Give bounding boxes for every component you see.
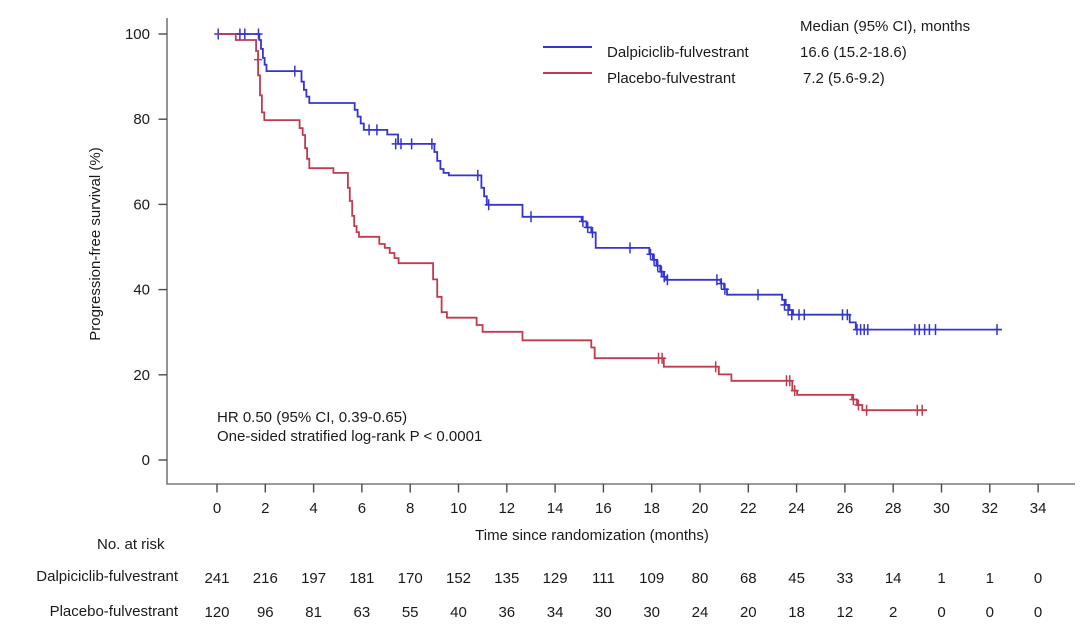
risk-value: 63 (354, 604, 371, 621)
x-tick-label: 16 (595, 500, 612, 517)
risk-value: 0 (937, 604, 945, 621)
censor-marks-placebo (254, 54, 927, 416)
risk-value: 0 (986, 604, 994, 621)
risk-value: 80 (692, 570, 709, 587)
risk-value: 36 (498, 604, 515, 621)
x-tick-label: 6 (358, 500, 366, 517)
risk-value: 241 (204, 570, 229, 587)
risk-value: 152 (446, 570, 471, 587)
x-tick-label: 8 (406, 500, 414, 517)
risk-value: 14 (885, 570, 902, 587)
x-tick-label: 2 (261, 500, 269, 517)
legend-line-dalpiciclib-icon (543, 46, 592, 48)
axes-lines (166, 18, 1075, 485)
x-tick-label: 14 (547, 500, 564, 517)
risk-value: 2 (889, 604, 897, 621)
risk-value: 135 (494, 570, 519, 587)
risk-value: 170 (398, 570, 423, 587)
risk-value: 0 (1034, 604, 1042, 621)
y-tick-label: 0 (142, 452, 150, 469)
risk-value: 0 (1034, 570, 1042, 587)
risk-value: 129 (543, 570, 568, 587)
legend-label-dalpiciclib: Dalpiciclib-fulvestrant (607, 44, 749, 61)
y-tick-label: 100 (125, 26, 150, 43)
x-tick-label: 22 (740, 500, 757, 517)
risk-value: 30 (643, 604, 660, 621)
risk-value: 20 (740, 604, 757, 621)
x-tick-label: 10 (450, 500, 467, 517)
risk-value: 109 (639, 570, 664, 587)
risk-value: 111 (592, 570, 615, 587)
median-value-dalpiciclib: 16.6 (15.2-18.6) (800, 44, 907, 61)
x-axis-title: Time since randomization (months) (475, 527, 709, 544)
x-tick-label: 32 (981, 500, 998, 517)
x-tick-label: 24 (788, 500, 805, 517)
y-tick-label: 20 (133, 367, 150, 384)
risk-table-title: No. at risk (97, 536, 165, 553)
x-tick-label: 28 (885, 500, 902, 517)
risk-value: 45 (788, 570, 805, 587)
risk-value: 18 (788, 604, 805, 621)
x-tick-label: 30 (933, 500, 950, 517)
risk-value: 68 (740, 570, 757, 587)
risk-value: 181 (349, 570, 374, 587)
risk-value: 55 (402, 604, 419, 621)
legend-label-placebo: Placebo-fulvestrant (607, 70, 736, 87)
risk-value: 1 (937, 570, 945, 587)
x-tick-label: 20 (692, 500, 709, 517)
x-tick-label: 0 (213, 500, 221, 517)
risk-value: 12 (837, 604, 854, 621)
risk-value: 40 (450, 604, 467, 621)
x-tick-label: 4 (309, 500, 317, 517)
x-tick-label: 18 (643, 500, 660, 517)
pvalue-annotation: One-sided stratified log-rank P < 0.0001 (217, 428, 483, 445)
risk-value: 30 (595, 604, 612, 621)
y-axis-title: Progression-free survival (%) (87, 147, 104, 341)
y-tick-label: 80 (133, 111, 150, 128)
risk-value: 216 (253, 570, 278, 587)
risk-value: 33 (837, 570, 854, 587)
y-tick-label: 60 (133, 196, 150, 213)
risk-value: 24 (692, 604, 709, 621)
risk-row-label-placebo: Placebo-fulvestrant (49, 603, 178, 620)
x-tick-label: 34 (1030, 500, 1047, 517)
y-tick-label: 40 (133, 282, 150, 299)
risk-value: 81 (305, 604, 322, 621)
risk-row-label-dalpiciclib: Dalpiciclib-fulvestrant (36, 568, 178, 585)
risk-value: 34 (547, 604, 564, 621)
risk-value: 1 (986, 570, 994, 587)
risk-value: 120 (204, 604, 229, 621)
km-curve-placebo (217, 33, 927, 412)
legend-line-placebo-icon (543, 72, 592, 74)
legend-median-header: Median (95% CI), months (800, 18, 971, 35)
x-tick-label: 26 (837, 500, 854, 517)
x-tick-label: 12 (498, 500, 515, 517)
median-value-placebo: 7.2 (5.6-9.2) (803, 70, 885, 87)
risk-value: 197 (301, 570, 326, 587)
hazard-ratio-annotation: HR 0.50 (95% CI, 0.39-0.65) (217, 409, 408, 426)
risk-value: 96 (257, 604, 274, 621)
